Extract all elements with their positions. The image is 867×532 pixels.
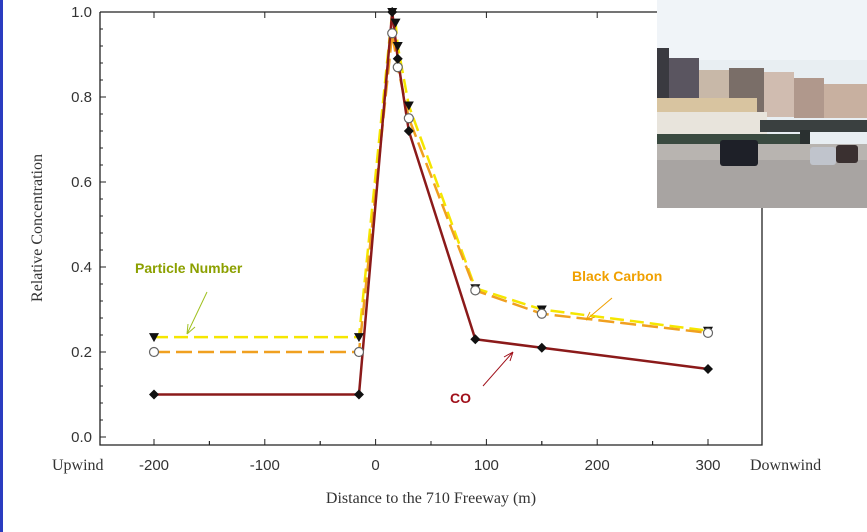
x-tick-label: 200: [585, 457, 610, 474]
marker-co: [703, 364, 713, 374]
series-line-black-carbon: [154, 33, 709, 354]
annotation-particle-number: Particle Number: [135, 260, 243, 276]
marker-particle-number: [353, 333, 364, 343]
marker-black-carbon: [148, 346, 160, 358]
marker-black-carbon: [470, 285, 481, 296]
series-line-co: [154, 11, 709, 396]
marker-particle-number: [149, 333, 159, 343]
arrow-co: [482, 351, 514, 387]
arrow-black-carbon: [585, 297, 613, 321]
y-tick-label: 0.0: [71, 429, 92, 446]
marker-particle-number: [403, 101, 414, 111]
marker-co: [470, 334, 481, 345]
marker-particle-number: [390, 18, 401, 28]
y-tick-label: 1.0: [71, 4, 92, 21]
x-tick-label: -200: [139, 457, 169, 474]
marker-black-carbon: [702, 327, 714, 338]
annotation-co: CO: [450, 390, 471, 406]
marker-co: [149, 389, 159, 400]
annotation-black-carbon: Black Carbon: [572, 268, 662, 284]
arrow-particle-number: [186, 291, 208, 335]
left-border: [0, 0, 3, 532]
y-tick-label: 0.6: [71, 174, 92, 191]
x-end-label-upwind: Upwind: [52, 457, 104, 474]
x-tick-label: 100: [474, 457, 499, 474]
x-end-label-downwind: Downwind: [750, 457, 821, 474]
y-tick-label: 0.2: [71, 344, 92, 361]
x-tick-label: -100: [250, 457, 280, 474]
y-axis-label: Relative Concentration: [29, 154, 46, 302]
marker-co: [392, 53, 403, 64]
marker-black-carbon: [387, 28, 398, 39]
marker-black-carbon: [353, 346, 365, 358]
marker-particle-number: [392, 42, 403, 51]
marker-co: [536, 342, 547, 353]
x-axis-label: Distance to the 710 Freeway (m): [326, 490, 536, 507]
marker-black-carbon: [392, 62, 403, 73]
marker-co: [403, 126, 414, 136]
y-tick-label: 0.8: [71, 89, 92, 106]
marker-co: [387, 7, 398, 17]
freeway-photo: [657, 0, 867, 208]
marker-black-carbon: [403, 113, 414, 124]
marker-black-carbon: [536, 308, 547, 319]
y-tick-label: 0.4: [71, 259, 92, 276]
x-tick-label: 300: [695, 457, 720, 474]
x-tick-label: 0: [371, 457, 379, 474]
marker-co: [353, 389, 364, 400]
